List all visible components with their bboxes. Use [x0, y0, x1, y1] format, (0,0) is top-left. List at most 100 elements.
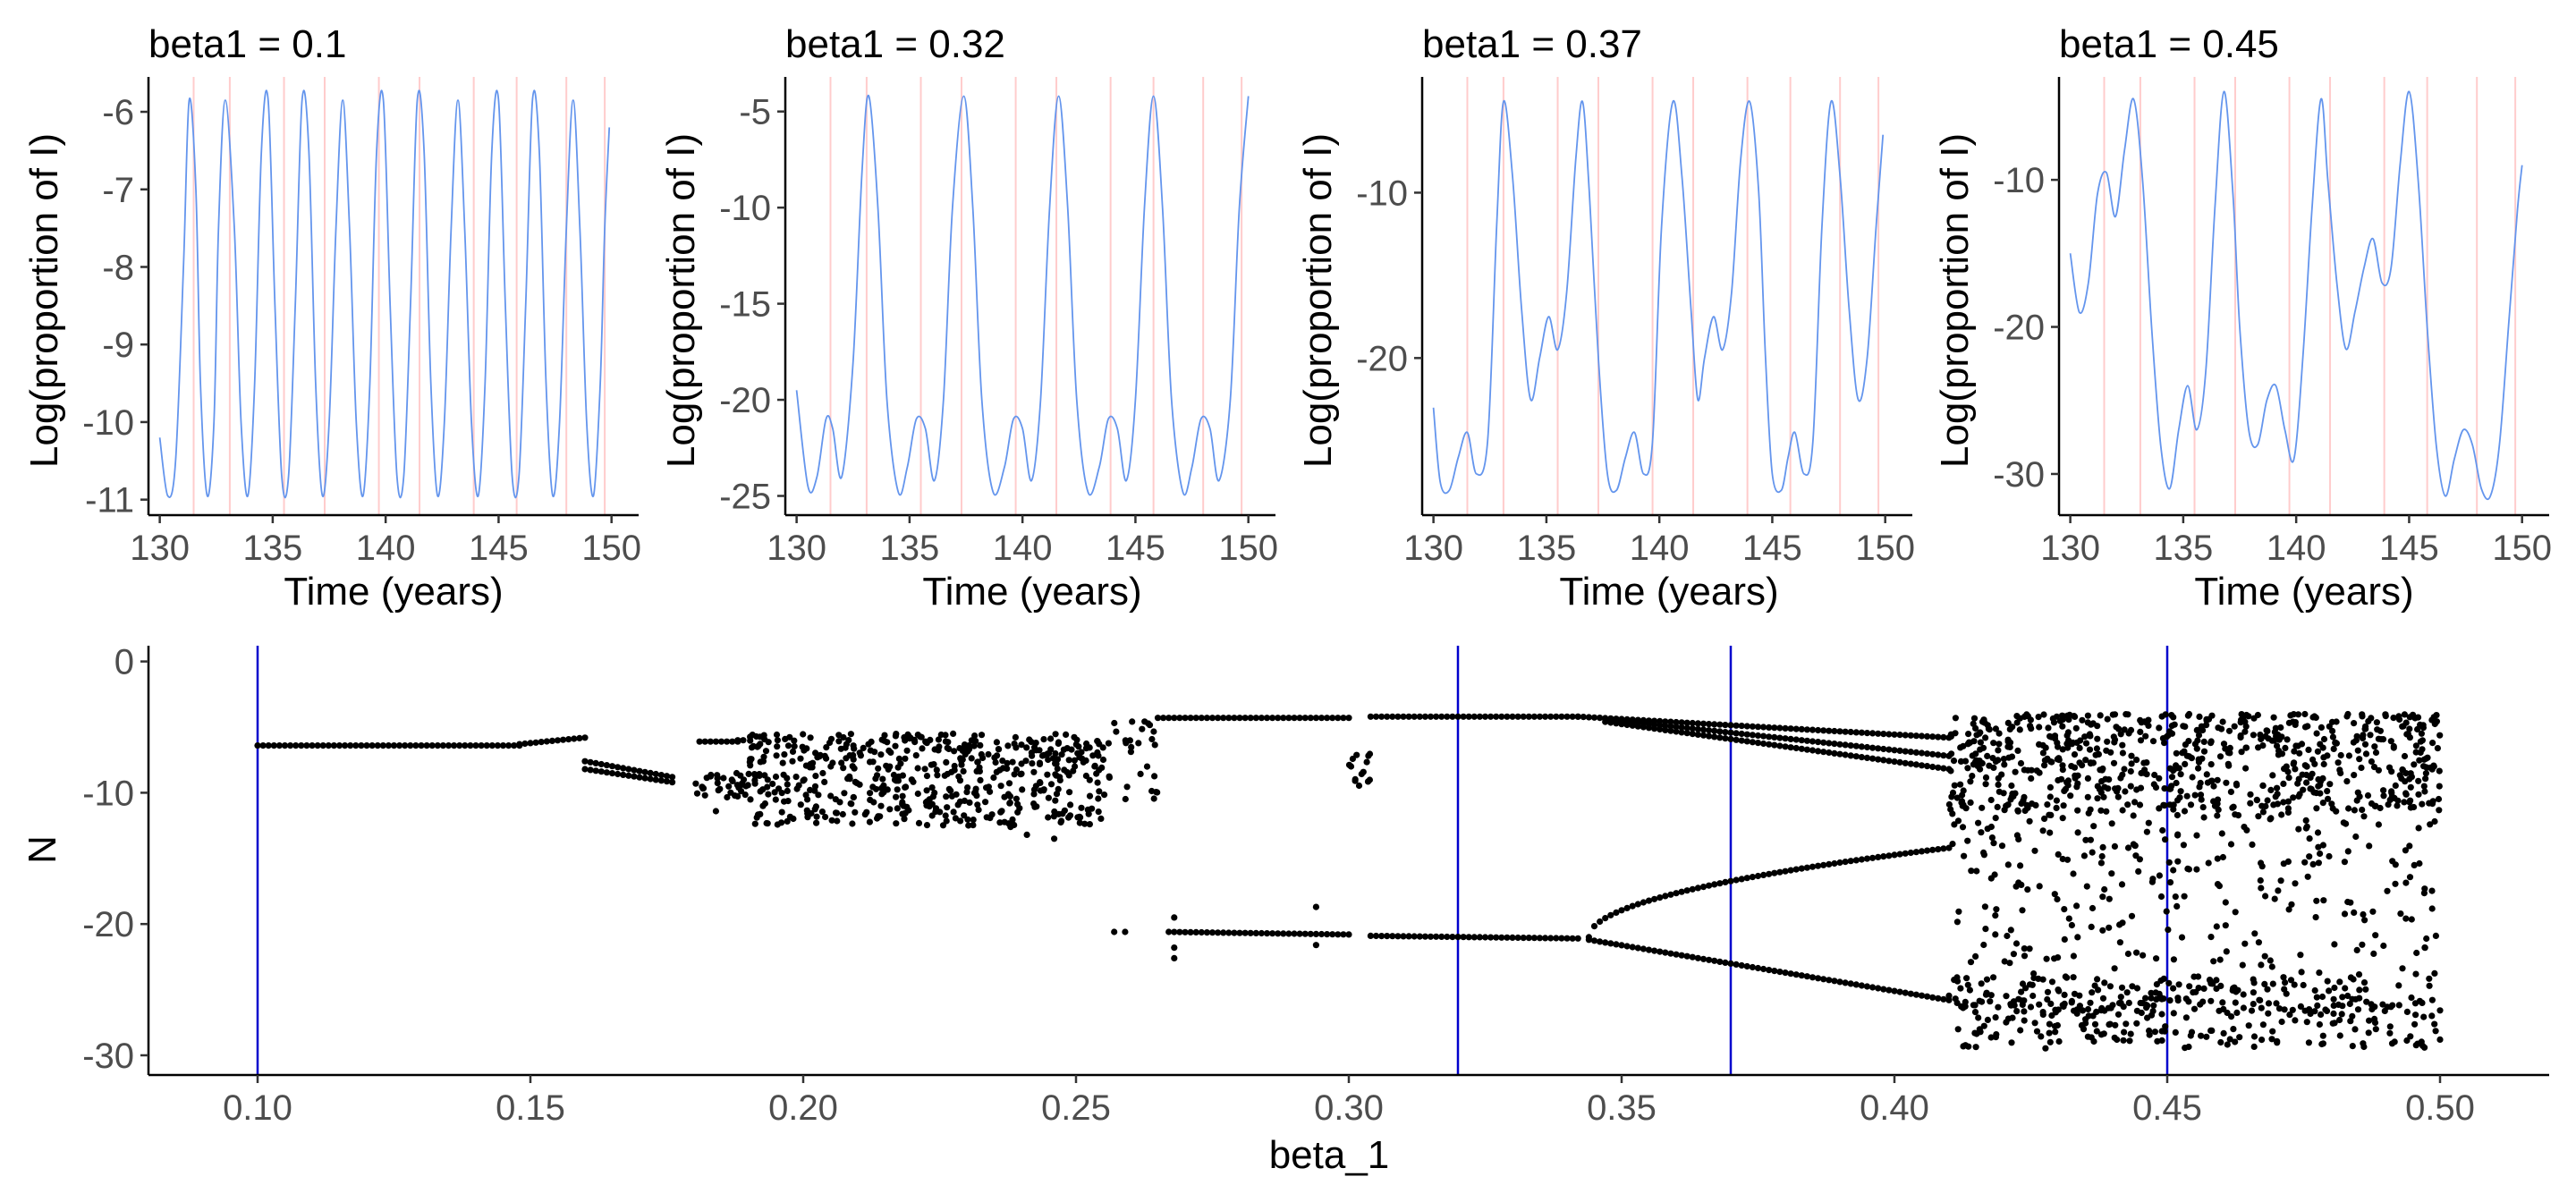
data-point — [1252, 715, 1259, 722]
data-point — [2302, 817, 2309, 825]
data-point — [850, 756, 857, 763]
data-point — [1924, 750, 1931, 758]
data-point — [385, 742, 392, 749]
data-point — [2241, 940, 2249, 947]
data-point — [1623, 943, 1631, 950]
data-point — [894, 777, 902, 784]
data-point — [740, 737, 747, 744]
data-point — [840, 765, 847, 772]
data-point — [1252, 929, 1259, 936]
data-point — [488, 742, 496, 749]
data-point — [778, 808, 785, 816]
data-point — [2071, 751, 2079, 758]
data-point — [1678, 724, 1685, 731]
data-point — [2324, 752, 2331, 759]
data-point — [2104, 738, 2111, 745]
data-point — [2046, 811, 2053, 818]
data-point — [1976, 997, 1983, 1004]
data-point — [2339, 994, 2346, 1001]
y-tick-label: -20 — [1993, 309, 2045, 348]
data-point — [390, 742, 398, 749]
data-point — [1815, 862, 1822, 869]
data-point — [1029, 760, 1036, 767]
data-point — [1049, 755, 1056, 762]
data-point — [587, 758, 594, 766]
data-point — [2018, 881, 2025, 889]
data-point — [968, 737, 975, 744]
data-point — [1481, 713, 1489, 720]
data-point — [2082, 836, 2089, 843]
data-point — [2336, 978, 2343, 986]
data-point — [657, 777, 665, 784]
data-point — [2162, 1023, 2169, 1030]
x-tick-label: 150 — [1218, 529, 1278, 568]
data-point — [2190, 973, 2198, 980]
data-point — [2300, 981, 2307, 989]
data-point — [2033, 767, 2040, 775]
data-point — [2360, 813, 2368, 820]
data-point — [1924, 993, 1931, 1000]
data-point — [2414, 1040, 2421, 1047]
data-point — [1980, 851, 1987, 859]
data-point — [1771, 724, 1778, 732]
data-point — [275, 742, 283, 749]
data-point — [725, 783, 733, 790]
data-point — [1694, 720, 1701, 727]
data-point — [2199, 804, 2207, 811]
data-point — [732, 792, 739, 800]
data-point — [2389, 858, 2396, 865]
data-point — [620, 771, 627, 779]
data-point — [2145, 819, 2152, 826]
data-point — [2082, 757, 2089, 764]
data-point — [764, 776, 771, 783]
data-point — [1803, 746, 1810, 753]
data-point — [1640, 945, 1647, 952]
data-point — [2368, 758, 2375, 766]
data-point — [2257, 876, 2264, 885]
data-point — [786, 733, 793, 741]
data-point — [1066, 812, 1074, 819]
data-point — [1165, 715, 1173, 722]
data-point — [1885, 986, 1893, 994]
data-point — [956, 777, 964, 784]
data-point — [2431, 817, 2438, 825]
data-point — [1716, 734, 1724, 741]
data-point — [2436, 1007, 2444, 1014]
data-point — [1967, 778, 1974, 785]
data-point — [1454, 713, 1462, 720]
data-point — [2048, 978, 2056, 986]
data-point — [1863, 754, 1871, 762]
data-point — [1355, 782, 1363, 790]
data-point — [2292, 880, 2299, 887]
data-point — [2098, 852, 2106, 860]
data-point — [1465, 934, 1472, 941]
data-point — [2210, 783, 2217, 790]
data-point — [1076, 754, 1083, 761]
data-point — [1978, 829, 1985, 836]
data-point — [769, 780, 776, 788]
data-point — [1405, 933, 1412, 940]
data-point — [1585, 936, 1592, 944]
data-point — [2080, 1026, 2088, 1033]
data-point — [1896, 758, 1903, 766]
x-tick-label: 130 — [130, 529, 190, 568]
data-point — [1918, 848, 1926, 855]
data-point — [1994, 803, 2001, 811]
data-point — [2384, 1003, 2391, 1011]
data-point — [877, 802, 885, 809]
data-point — [1220, 929, 1227, 936]
data-point — [2380, 787, 2387, 794]
data-point — [2364, 791, 2372, 800]
data-point — [2368, 1001, 2375, 1008]
data-point — [1553, 935, 1560, 942]
data-point — [2062, 973, 2069, 980]
data-point — [822, 813, 829, 821]
data-point — [1803, 726, 1810, 733]
data-point — [2031, 847, 2038, 854]
data-point — [1852, 857, 1860, 864]
data-point — [2174, 831, 2182, 838]
y-tick-label: -6 — [102, 93, 134, 132]
data-point — [1689, 953, 1696, 961]
data-point — [1982, 991, 1990, 998]
